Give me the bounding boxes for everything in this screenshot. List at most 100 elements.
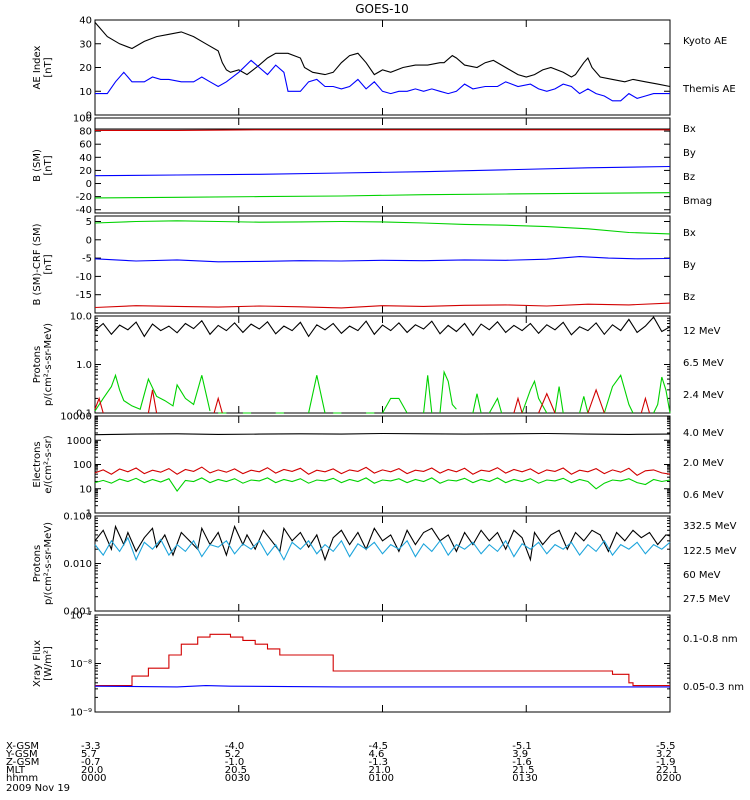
xray-ytick-label: 10⁻⁹ — [70, 708, 92, 719]
electrons-series-4-0-mev — [94, 466, 671, 476]
bdiff-ytick-label: -10 — [76, 272, 92, 283]
x-tick-value: 5.2 — [225, 749, 241, 760]
electrons-legend-item: 0.6 MeV — [683, 490, 724, 501]
bsm-ytick-label: 60 — [79, 140, 92, 151]
bdiff-series-bx — [94, 256, 671, 263]
ae-frame — [94, 19, 671, 116]
protons2-series-60-mev — [94, 536, 671, 562]
ae-ytick-label: 0 — [86, 111, 92, 122]
x-tick-value: -4.5 — [369, 741, 389, 752]
bdiff-legend-item: By — [683, 260, 696, 271]
bsm-ytick-label: 80 — [79, 127, 92, 138]
protons1-series-2-4-mev — [94, 316, 671, 338]
electrons-ytick-label: 1000 — [67, 436, 92, 447]
bdiff-ytick-label: -15 — [76, 290, 92, 301]
xray-series-0-05-0-3-nm — [94, 685, 670, 688]
protons2-ytick-label: 0.010 — [63, 559, 92, 570]
protons1-ylabel: Protons — [32, 346, 43, 383]
date-label: 2009 Nov 19 — [6, 783, 70, 794]
protons2-legend-item: 27.5 MeV — [683, 594, 730, 605]
bsm-legend-item: Bmag — [683, 196, 712, 207]
electrons-legend-item: 2.0 MeV — [683, 458, 724, 469]
bdiff-ytick-label: 0 — [86, 235, 92, 246]
electrons-ytick-label: 10 — [79, 484, 92, 495]
protons1-ytick-label: 0.1 — [76, 409, 92, 420]
x-row-label: MLT — [6, 765, 26, 776]
x-tick-value: 20.0 — [81, 765, 103, 776]
x-tick-value: -0.7 — [81, 757, 101, 768]
ae-legend-item: Themis AE — [682, 84, 736, 95]
protons1-ytick-label: 10.0 — [70, 312, 92, 323]
x-tick-value: -1.6 — [512, 757, 532, 768]
x-tick-value: 21.0 — [369, 765, 391, 776]
protons2-legend-item: 60 MeV — [683, 570, 721, 581]
xray-ytick-label: 10⁻⁷ — [70, 611, 92, 622]
x-tick-value: 0030 — [225, 773, 250, 784]
electrons-ylabel: e/(cm²-s-sr) — [43, 435, 54, 493]
bdiff-series-bz — [94, 302, 671, 309]
bsm-legend-item: By — [683, 148, 696, 159]
bsm-ylabel: [nT] — [43, 155, 54, 175]
x-tick-value: -5.1 — [512, 741, 532, 752]
x-tick-value: 0130 — [512, 773, 537, 784]
xray-legend-item: 0.05-0.3 nm — [683, 682, 744, 693]
ae-ytick-label: 30 — [79, 39, 92, 50]
bsm-frame — [94, 117, 671, 214]
electrons-series-0-6-mev — [94, 432, 671, 436]
protons1-legend-item: 12 MeV — [683, 326, 721, 337]
protons2-ylabel: Protons — [32, 545, 43, 582]
protons2-legend-item: 122.5 MeV — [683, 546, 737, 557]
xray-frame — [94, 614, 671, 713]
protons2-series-27-5-mev — [94, 524, 671, 562]
x-tick-value: -5.5 — [656, 741, 676, 752]
x-tick-value: -1.3 — [369, 757, 389, 768]
x-tick-value: -3.3 — [81, 741, 101, 752]
bsm-ytick-label: 40 — [79, 153, 92, 164]
x-tick-value: 21.5 — [512, 765, 534, 776]
x-tick-value: 5.7 — [81, 749, 97, 760]
bsm-legend-item: Bz — [683, 172, 695, 183]
protons2-frame — [94, 515, 671, 612]
x-row-label: hhmm — [6, 773, 38, 784]
x-tick-value: -4.0 — [225, 741, 245, 752]
xray-ylabel: Xray Flux — [32, 640, 43, 687]
bsm-series-bx — [94, 165, 671, 177]
bsm-series-bz — [95, 129, 670, 131]
electrons-legend-item: 4.0 MeV — [683, 428, 724, 439]
ae-ylabel: AE Index — [32, 45, 43, 89]
ae-series-kyoto-ae — [95, 59, 670, 102]
electrons-ytick-label: 10000 — [60, 412, 92, 423]
x-tick-value: 0100 — [369, 773, 394, 784]
bsm-legend-item: Bx — [683, 124, 696, 135]
ae-legend-item: Kyoto AE — [683, 36, 727, 47]
chart-title: GOES-10 — [355, 2, 409, 16]
x-tick-value: 4.6 — [369, 749, 385, 760]
bsm-ytick-label: 20 — [79, 166, 92, 177]
ae-ylabel: [nT] — [43, 57, 54, 77]
x-tick-value: 22.1 — [656, 765, 678, 776]
electrons-ytick-label: 100 — [73, 460, 92, 471]
ae-series-themis-ae — [94, 22, 671, 88]
x-tick-value: -1.0 — [225, 757, 245, 768]
bdiff-legend-item: Bz — [683, 292, 695, 303]
ae-ytick-label: 20 — [79, 63, 92, 74]
xray-ylabel: [W/m²] — [43, 646, 54, 681]
xray-series-0-1-0-8-nm — [95, 633, 670, 687]
x-row-label: Y-GSM — [5, 749, 38, 760]
protons1-series-12-mev — [94, 388, 651, 414]
bsm-ytick-label: 0 — [86, 179, 92, 190]
x-row-label: Z-GSM — [6, 757, 39, 768]
protons1-legend-item: 6.5 MeV — [683, 358, 724, 369]
x-tick-value: 3.9 — [512, 749, 528, 760]
protons2-ytick-label: 0.001 — [63, 607, 92, 618]
bdiff-ytick-label: -5 — [82, 254, 92, 265]
x-tick-value: 0000 — [81, 773, 106, 784]
ae-ytick-label: 40 — [79, 16, 92, 27]
electrons-ytick-label: 1 — [86, 509, 92, 520]
x-tick-value: -1.9 — [656, 757, 676, 768]
bdiff-legend-item: Bx — [683, 228, 696, 239]
bdiff-ylabel: [nT] — [43, 254, 54, 274]
ae-ytick-label: 10 — [79, 87, 92, 98]
protons2-ylabel: p/(cm²-s-sr-MeV) — [43, 522, 54, 605]
